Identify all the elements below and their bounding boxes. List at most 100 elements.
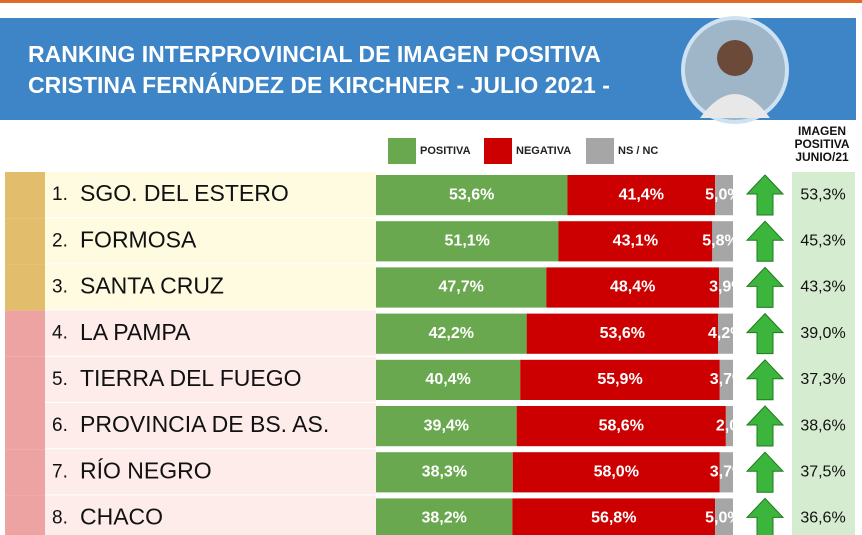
bar-segment	[558, 221, 713, 262]
value-label: 42,2%	[429, 325, 474, 342]
rank: 8.	[52, 508, 68, 529]
rank: 1.	[52, 184, 68, 205]
previous-value: 37,3%	[800, 371, 845, 388]
bar-segment	[719, 267, 733, 308]
trend-arrow	[745, 405, 785, 447]
legend-swatch	[586, 138, 614, 164]
legend-swatch	[484, 138, 512, 164]
bar-segment	[512, 452, 720, 493]
value-label: 53,6%	[600, 325, 645, 342]
row-background	[45, 356, 376, 402]
trend-arrow	[745, 174, 785, 216]
group-strip	[5, 264, 45, 311]
legend-swatch	[388, 138, 416, 164]
trend-arrow	[745, 266, 785, 308]
value-label: 56,8%	[591, 510, 636, 527]
group-strip	[5, 218, 45, 265]
row-background	[45, 449, 376, 495]
rank: 5.	[52, 369, 68, 390]
previous-header: JUNIO/21	[795, 150, 849, 164]
bar-segment	[376, 267, 547, 308]
row-background	[45, 264, 376, 310]
bar-segment	[712, 221, 733, 262]
province: PROVINCIA DE BS. AS.	[80, 411, 329, 437]
legend-label: NS / NC	[618, 145, 658, 157]
value-label: 39,4%	[424, 417, 469, 434]
value-label: 58,0%	[594, 464, 639, 481]
province: TIERRA DEL FUEGO	[80, 365, 302, 391]
bar-segment	[516, 406, 726, 447]
bar-segment	[376, 406, 517, 447]
bar-segment	[376, 221, 559, 262]
province: RÍO NEGRO	[80, 457, 212, 483]
value-label: 5,0%	[705, 186, 741, 203]
value-label: 48,4%	[610, 279, 655, 296]
value-label: 4,2%	[708, 325, 744, 342]
previous-value: 45,3%	[800, 233, 845, 250]
province: LA PAMPA	[80, 319, 191, 345]
group-strip	[5, 310, 45, 357]
value-label: 53,6%	[449, 186, 494, 203]
rank: 4.	[52, 323, 68, 344]
previous-header: IMAGEN	[798, 124, 846, 138]
bar-segment	[512, 498, 716, 535]
trend-arrow	[745, 497, 785, 535]
bar-segment	[567, 175, 716, 216]
row-background	[45, 310, 376, 356]
row-background	[45, 172, 376, 218]
portrait-head	[717, 40, 753, 76]
province: SANTA CRUZ	[80, 273, 224, 299]
row-background	[45, 218, 376, 264]
group-strip	[5, 403, 45, 450]
chart: POSITIVA NEGATIVA NS / NCIMAGENPOSITIVAJUN…	[5, 124, 850, 535]
rank: 3.	[52, 277, 68, 298]
previous-value: 43,3%	[800, 279, 845, 296]
bar-segment	[376, 359, 521, 400]
value-label: 47,7%	[438, 279, 483, 296]
bar-segment	[520, 359, 720, 400]
bar-segment	[715, 175, 733, 216]
bar-segment	[376, 452, 513, 493]
group-strip	[5, 495, 45, 535]
group-strip	[5, 449, 45, 496]
bar-segment	[376, 498, 513, 535]
bar-segment	[526, 313, 719, 354]
bar-segment	[715, 498, 733, 535]
previous-value: 39,0%	[800, 325, 845, 342]
rank: 7.	[52, 461, 68, 482]
previous-value: 38,6%	[800, 417, 845, 434]
previous-value: 36,6%	[800, 510, 845, 527]
value-label: 43,1%	[613, 233, 658, 250]
bar-segment	[719, 359, 733, 400]
value-label: 38,2%	[421, 510, 466, 527]
bars: 53,6% 41,4% 5,0% 51,1% 43,1% 5,8% 47,7% 48,4% 3,…	[376, 175, 752, 535]
value-label: 58,6%	[599, 417, 644, 434]
trend-arrow	[745, 359, 785, 401]
group-strip	[5, 356, 45, 403]
value-label: 3,7%	[710, 371, 746, 388]
bar-segment	[725, 406, 733, 447]
row-background	[45, 495, 376, 535]
bar-segment	[546, 267, 720, 308]
row-background	[45, 403, 376, 449]
value-label: 38,3%	[422, 464, 467, 481]
province: SGO. DEL ESTERO	[80, 180, 289, 206]
bar-segment	[376, 175, 568, 216]
value-label: 5,8%	[702, 233, 738, 250]
trend-arrow	[745, 220, 785, 262]
subtitle: CRISTINA FERNÁNDEZ DE KIRCHNER - JULIO 2…	[28, 71, 610, 98]
previous-column	[792, 172, 855, 535]
trend-arrow	[745, 312, 785, 355]
province: FORMOSA	[80, 226, 197, 252]
province: CHACO	[80, 504, 163, 530]
value-label: 51,1%	[445, 233, 490, 250]
bar-segment	[719, 452, 733, 493]
value-label: 55,9%	[597, 371, 642, 388]
value-label: 2,0%	[716, 417, 752, 434]
bar-segment	[376, 313, 527, 354]
legend-label: POSITIVA	[420, 145, 471, 157]
title: RANKING INTERPROVINCIAL DE IMAGEN POSITI…	[28, 41, 601, 67]
previous-value: 53,3%	[800, 186, 845, 203]
rank: 6.	[52, 415, 68, 436]
